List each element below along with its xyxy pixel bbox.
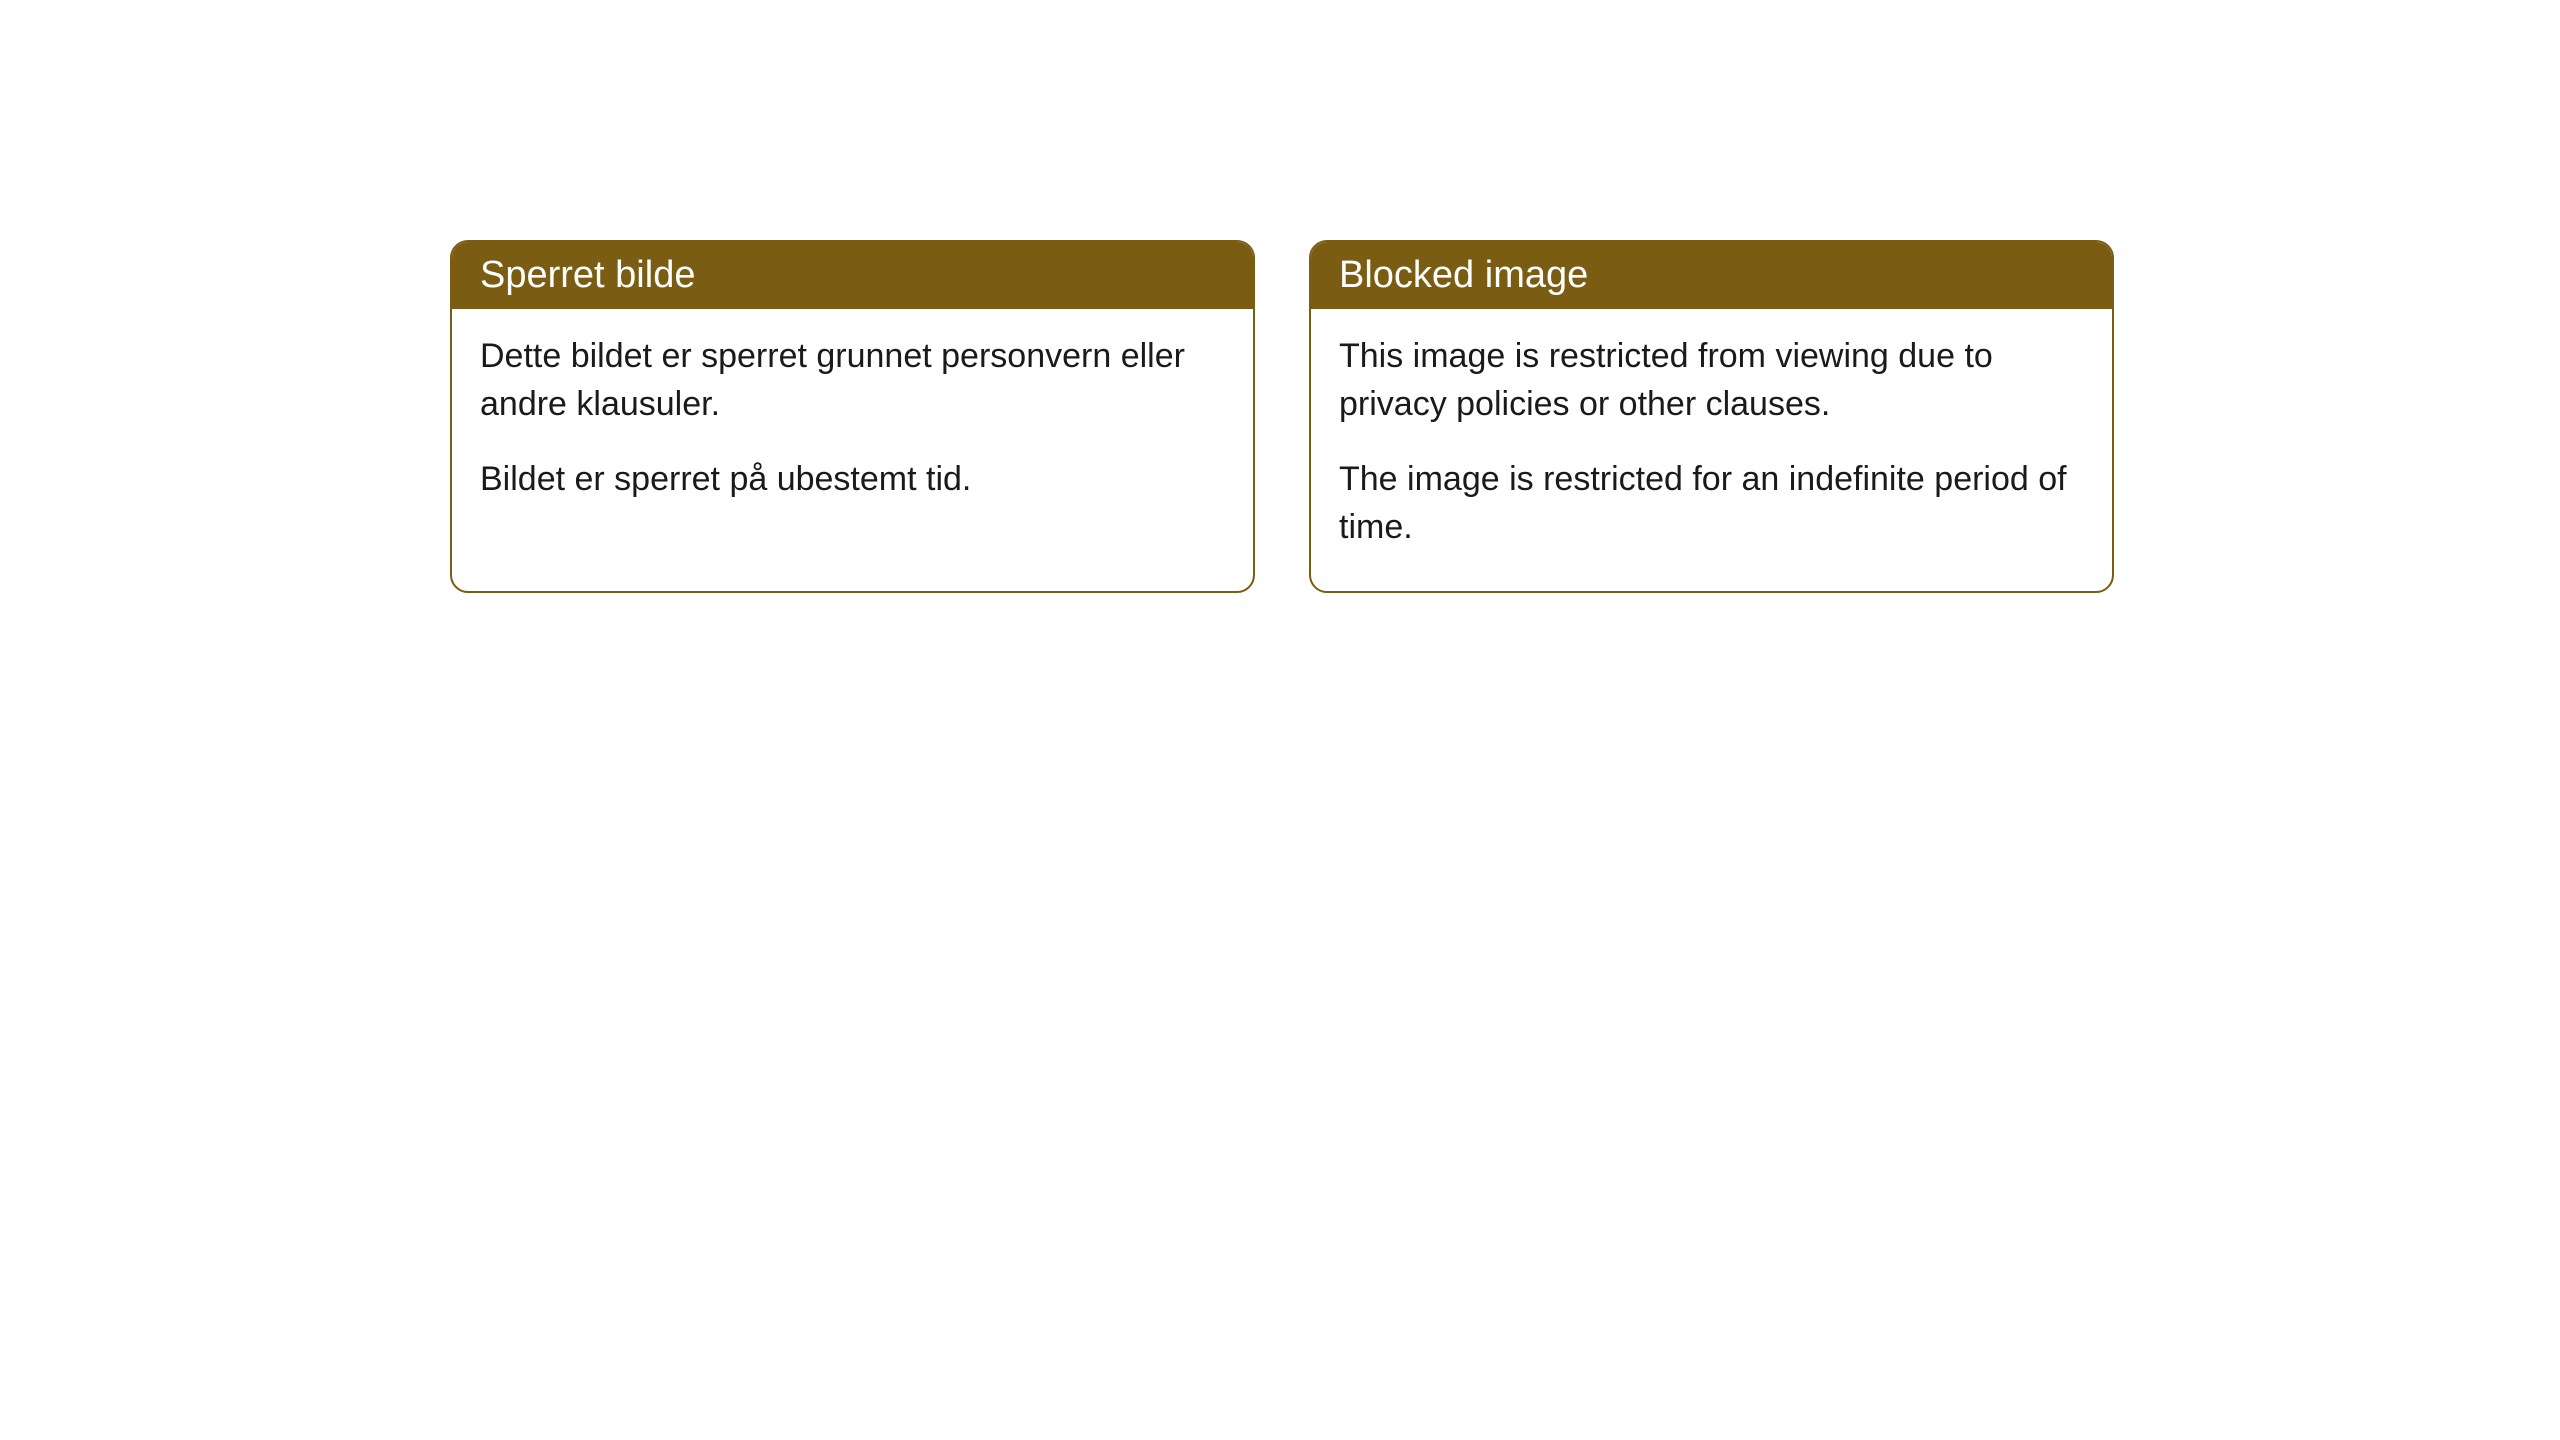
notice-card-norwegian: Sperret bilde Dette bildet er sperret gr… [450, 240, 1255, 593]
notice-title: Blocked image [1339, 254, 1588, 296]
notice-body: Dette bildet er sperret grunnet personve… [452, 309, 1253, 544]
notice-header: Blocked image [1311, 242, 2112, 309]
notice-paragraph: The image is restricted for an indefinit… [1339, 456, 2084, 551]
notice-title: Sperret bilde [480, 254, 695, 296]
notice-cards-container: Sperret bilde Dette bildet er sperret gr… [450, 240, 2560, 593]
notice-body: This image is restricted from viewing du… [1311, 309, 2112, 591]
notice-paragraph: Bildet er sperret på ubestemt tid. [480, 456, 1225, 504]
notice-paragraph: Dette bildet er sperret grunnet personve… [480, 333, 1225, 428]
notice-header: Sperret bilde [452, 242, 1253, 309]
notice-paragraph: This image is restricted from viewing du… [1339, 333, 2084, 428]
notice-card-english: Blocked image This image is restricted f… [1309, 240, 2114, 593]
